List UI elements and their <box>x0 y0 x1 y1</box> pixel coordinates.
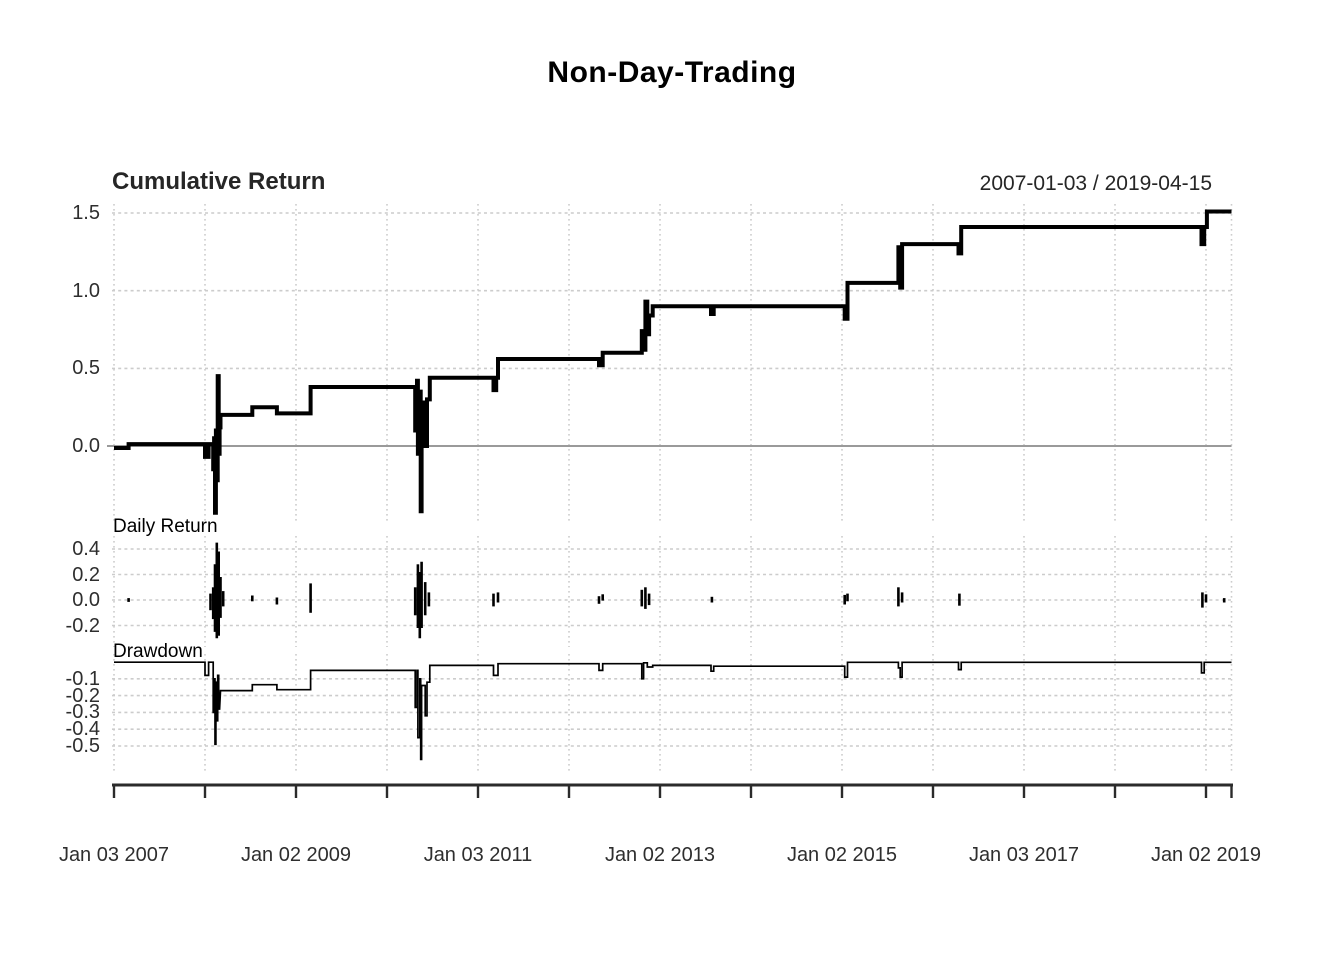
chart-title: Non-Day-Trading <box>547 56 797 89</box>
daily-ytick-label: 0.0 <box>72 589 100 611</box>
cumulative-return-line <box>114 209 1232 515</box>
drawdown-panel-title: Drawdown <box>113 641 203 662</box>
cum-gridlines <box>112 204 1233 521</box>
dd-ytick-label: -0.3 <box>65 701 100 724</box>
x-tick-label: Jan 03 2007 <box>58 844 170 866</box>
daily-gridlines <box>112 536 1233 647</box>
daily-ytick-label: 0.2 <box>72 563 100 586</box>
x-tick-label: Jan 02 2009 <box>240 844 352 866</box>
dd-ytick-label: -0.4 <box>65 718 100 741</box>
cum-ytick-label: 1.0 <box>72 279 100 302</box>
x-tick-label: Jan 02 2019 <box>1150 844 1262 866</box>
x-tick-label: Jan 02 2015 <box>786 844 898 866</box>
x-tick-label: Jan 03 2011 <box>423 844 533 866</box>
cum-ytick-label: 1.5 <box>72 202 100 225</box>
dd-ytick-label: -0.1 <box>65 667 100 690</box>
daily-ytick-label: -0.2 <box>65 614 100 637</box>
daily-ytick-label: 0.4 <box>72 538 100 560</box>
date-range-label: 2007-01-03 / 2019-04-15 <box>979 172 1212 195</box>
x-axis <box>112 783 1233 798</box>
cum-ytick-label: 0.0 <box>72 435 100 457</box>
dd-ytick-label: -0.5 <box>65 735 100 757</box>
x-tick-label: Jan 03 2017 <box>968 844 1080 866</box>
drawdown-line <box>114 661 1232 761</box>
daily-return-panel-title: Daily Return <box>113 516 218 537</box>
cum-ytick-label: 0.5 <box>72 357 100 380</box>
daily-return-series <box>127 542 1226 639</box>
cumulative-return-panel-title: Cumulative Return <box>112 168 326 195</box>
dd-gridlines <box>112 654 1233 771</box>
dd-ytick-label: -0.2 <box>65 684 100 707</box>
x-tick-label: Jan 02 2013 <box>604 844 716 866</box>
